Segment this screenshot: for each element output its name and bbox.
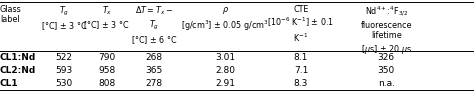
Text: 326: 326 [378,53,395,62]
Text: CTE
[$10^{-6}$ K$^{-1}$] $\pm$ 0.1
K$^{-1}$: CTE [$10^{-6}$ K$^{-1}$] $\pm$ 0.1 K$^{-… [267,5,335,44]
Text: $\Delta T = T_x -$
$T_g$
[°C] $\pm$ 6 °C: $\Delta T = T_x -$ $T_g$ [°C] $\pm$ 6 °C [131,5,177,46]
Text: 790: 790 [98,53,115,62]
Text: 2.80: 2.80 [215,66,235,75]
Text: $\rho$
[g/cm$^3$] $\pm$ 0.05 g/cm$^3$: $\rho$ [g/cm$^3$] $\pm$ 0.05 g/cm$^3$ [182,5,269,33]
Text: n.a.: n.a. [378,79,395,88]
Text: $T_g$
[°C] $\pm$ 3 °C: $T_g$ [°C] $\pm$ 3 °C [41,5,87,32]
Text: 278: 278 [146,79,163,88]
Text: $T_x$
[°C] $\pm$ 3 °C: $T_x$ [°C] $\pm$ 3 °C [83,5,130,31]
Text: 530: 530 [55,79,73,88]
Text: 522: 522 [55,53,73,62]
Text: Nd$^{4+}$:$^4$F$_{3/2}$
fluorescence
lifetime
[$\mu$s] $\pm$ 20 $\mu$s: Nd$^{4+}$:$^4$F$_{3/2}$ fluorescence lif… [361,5,412,56]
Text: 365: 365 [146,66,163,75]
Text: 958: 958 [98,66,115,75]
Text: 7.1: 7.1 [294,66,308,75]
Text: 593: 593 [55,66,73,75]
Text: 2.91: 2.91 [215,79,235,88]
Text: 3.01: 3.01 [215,53,235,62]
Text: 268: 268 [146,53,163,62]
Text: 8.3: 8.3 [294,79,308,88]
Text: 808: 808 [98,79,115,88]
Text: CL1:Nd: CL1:Nd [0,53,36,62]
Text: 8.1: 8.1 [294,53,308,62]
Text: Glass
label: Glass label [0,5,22,24]
Text: CL2:Nd: CL2:Nd [0,66,36,75]
Text: CL1: CL1 [0,79,18,88]
Text: 350: 350 [378,66,395,75]
